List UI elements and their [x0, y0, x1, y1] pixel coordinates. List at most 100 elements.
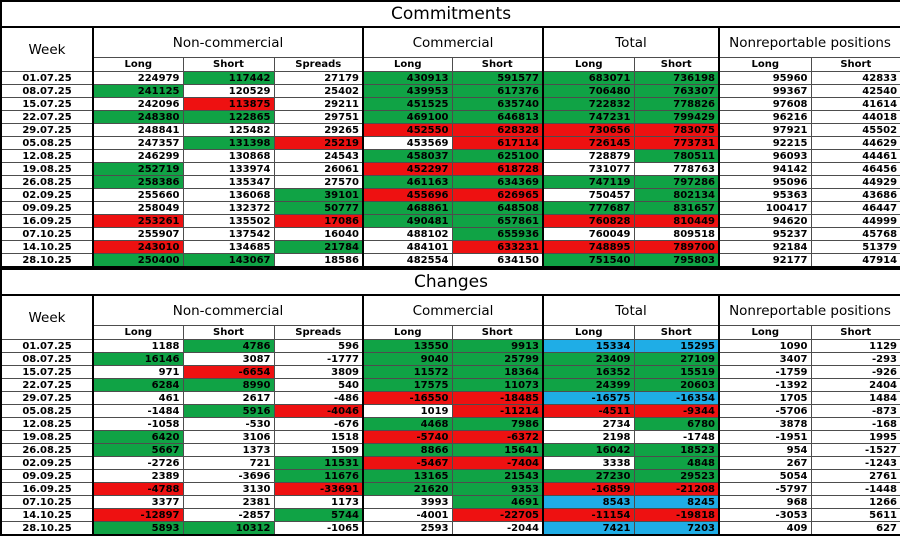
value-cell: 20603 — [633, 378, 720, 392]
value-cell: 3338 — [542, 456, 635, 470]
value-cell: 95960 — [718, 71, 812, 85]
group-header-commercial: Commercial — [362, 294, 544, 326]
value-cell: 241125 — [92, 84, 184, 98]
value-cell: 706480 — [542, 84, 635, 98]
table-row: 09.09.25 258049 132372 50777 468861 648508 777… — [0, 201, 900, 215]
value-cell: 95363 — [718, 188, 812, 202]
value-cell: 29211 — [273, 97, 364, 111]
value-cell: -2857 — [182, 508, 275, 522]
value-cell: 253261 — [92, 214, 184, 228]
subheader-t-short: Short — [633, 325, 720, 340]
table-row: 01.07.25 224979 117442 27179 430913 591577 683… — [0, 71, 900, 85]
value-cell: 810449 — [633, 214, 720, 228]
value-cell: 1509 — [273, 443, 364, 457]
subheader-c-long: Long — [362, 57, 453, 72]
value-cell: -5467 — [362, 456, 453, 470]
value-cell: 29523 — [633, 469, 720, 483]
value-cell: -33691 — [273, 482, 364, 496]
value-cell: -1243 — [810, 456, 900, 470]
value-cell: 780511 — [633, 149, 720, 163]
value-cell: 789700 — [633, 240, 720, 254]
value-cell: 461 — [92, 391, 184, 405]
week-cell: 05.08.25 — [0, 404, 94, 418]
value-cell: -1748 — [633, 430, 720, 444]
value-cell: 10312 — [182, 521, 275, 536]
value-cell: 591577 — [451, 71, 544, 85]
value-cell: 8543 — [542, 495, 635, 509]
value-cell: 94142 — [718, 162, 812, 176]
value-cell: 655936 — [451, 227, 544, 241]
value-cell: 461163 — [362, 175, 453, 189]
value-cell: 9353 — [451, 482, 544, 496]
group-header-noncommercial: Non-commercial — [92, 294, 364, 326]
week-cell: 12.08.25 — [0, 417, 94, 431]
value-cell: 634150 — [451, 253, 544, 268]
value-cell: 452550 — [362, 123, 453, 137]
value-cell: 15519 — [633, 365, 720, 379]
value-cell: 3878 — [718, 417, 812, 431]
week-cell: 08.07.25 — [0, 84, 94, 98]
week-cell: 07.10.25 — [0, 495, 94, 509]
table-row: 14.10.25 243010 134685 21784 484101 633231 748… — [0, 240, 900, 254]
week-column-header: Week — [0, 294, 94, 340]
table-row: 07.10.25 3377 2381 1173 3993 4691 8543 8245 968 1… — [0, 495, 900, 509]
week-cell: 22.07.25 — [0, 378, 94, 392]
subheader-nr-short: Short — [810, 325, 900, 340]
week-cell: 09.09.25 — [0, 201, 94, 215]
value-cell: -6372 — [451, 430, 544, 444]
subheader-nr-long: Long — [718, 57, 812, 72]
value-cell: 255907 — [92, 227, 184, 241]
value-cell: -7404 — [451, 456, 544, 470]
value-cell: 97608 — [718, 97, 812, 111]
value-cell: 5611 — [810, 508, 900, 522]
value-cell: 130868 — [182, 149, 275, 163]
week-cell: 15.07.25 — [0, 97, 94, 111]
week-cell: 22.07.25 — [0, 110, 94, 124]
value-cell: 17575 — [362, 378, 453, 392]
value-cell: 11531 — [273, 456, 364, 470]
value-cell: 2593 — [362, 521, 453, 536]
value-cell: 747119 — [542, 175, 635, 189]
week-cell: 28.10.25 — [0, 253, 94, 268]
value-cell: -168 — [810, 417, 900, 431]
value-cell: 16040 — [273, 227, 364, 241]
value-cell: 760049 — [542, 227, 635, 241]
value-cell: 3809 — [273, 365, 364, 379]
value-cell: 618728 — [451, 162, 544, 176]
value-cell: 97921 — [718, 123, 812, 137]
value-cell: 125482 — [182, 123, 275, 137]
value-cell: 831657 — [633, 201, 720, 215]
value-cell: 728879 — [542, 149, 635, 163]
value-cell: -1484 — [92, 404, 184, 418]
table-row: 15.07.25 242096 113875 29211 451525 635740 722… — [0, 97, 900, 111]
table-row: 19.08.25 252719 133974 26061 452297 618728 731… — [0, 162, 900, 176]
value-cell: -4001 — [362, 508, 453, 522]
group-header-noncommercial: Non-commercial — [92, 26, 364, 58]
value-cell: 45502 — [810, 123, 900, 137]
value-cell: -5706 — [718, 404, 812, 418]
value-cell: -1759 — [718, 365, 812, 379]
value-cell: -6654 — [182, 365, 275, 379]
value-cell: 625100 — [451, 149, 544, 163]
value-cell: -1448 — [810, 482, 900, 496]
value-cell: 13165 — [362, 469, 453, 483]
group-header-nonreportable: Nonreportable positions — [717, 26, 900, 58]
table-row: 12.08.25 246299 130868 24543 458037 625100 728… — [0, 149, 900, 163]
value-cell: 648508 — [451, 201, 544, 215]
value-cell: 2198 — [542, 430, 635, 444]
table-row: 22.07.25 248380 122865 29751 469100 646813 747… — [0, 110, 900, 124]
table-row: 19.08.25 6420 3106 1518 -5740 -6372 2198 -1748-… — [0, 430, 900, 444]
value-cell: 96216 — [718, 110, 812, 124]
value-cell: 731077 — [542, 162, 635, 176]
value-cell: -293 — [810, 352, 900, 366]
table-row: 14.10.25 -12897 -2857 5744 -4001 -22705 -11154… — [0, 508, 900, 522]
value-cell: 409 — [718, 521, 812, 536]
value-cell: 120529 — [182, 84, 275, 98]
value-cell: 44461 — [810, 149, 900, 163]
value-cell: 29265 — [273, 123, 364, 137]
value-cell: 47914 — [810, 253, 900, 268]
value-cell: 15334 — [542, 339, 635, 353]
value-cell: 3130 — [182, 482, 275, 496]
value-cell: 617114 — [451, 136, 544, 150]
value-cell: 633231 — [451, 240, 544, 254]
